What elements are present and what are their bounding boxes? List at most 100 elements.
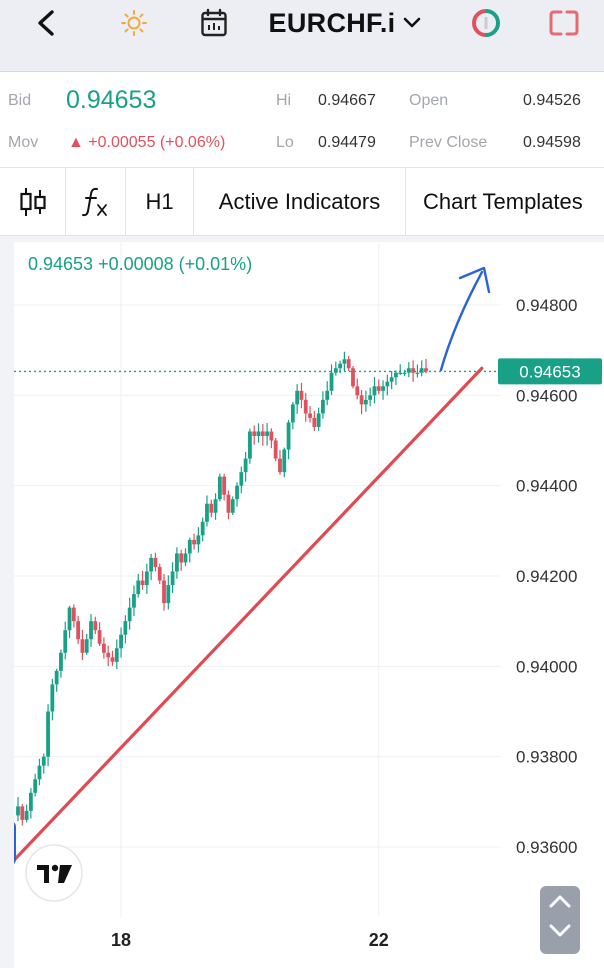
candle	[368, 387, 373, 407]
candle	[372, 377, 377, 404]
indicators-button[interactable]	[66, 168, 126, 236]
candle	[114, 639, 119, 669]
bid-value: 0.94653	[66, 86, 157, 114]
candle	[312, 410, 317, 432]
y-tick-label: 0.94000	[516, 657, 577, 676]
bid-label: Bid	[8, 92, 32, 109]
layout-toggle-button[interactable]	[544, 0, 584, 46]
candle	[351, 366, 355, 389]
y-tick-label: 0.94600	[516, 386, 577, 405]
candle	[295, 384, 300, 414]
calendar-icon	[201, 8, 227, 37]
candle	[187, 537, 192, 563]
chart-templates-label: Chart Templates	[423, 189, 583, 214]
candle	[110, 650, 115, 666]
candle	[385, 374, 390, 396]
y-tick-label: 0.93600	[516, 838, 577, 857]
candle	[252, 425, 257, 445]
broker-logo-button[interactable]	[466, 0, 506, 46]
candle	[406, 362, 411, 378]
active-indicators-label: Active Indicators	[218, 189, 381, 214]
drawn-arrow-head	[458, 266, 491, 294]
mov-label: Mov	[8, 134, 39, 151]
y-tick-label: 0.93800	[516, 748, 577, 767]
candle	[235, 482, 239, 507]
trendline[interactable]	[12, 366, 484, 863]
candle	[355, 378, 360, 400]
candle	[54, 668, 59, 692]
back-button[interactable]	[28, 0, 64, 46]
open-label: Open	[409, 92, 449, 109]
lo-value: 0.94479	[318, 134, 376, 151]
candle	[316, 407, 321, 431]
candle	[265, 422, 269, 446]
hi-value: 0.94667	[318, 92, 376, 109]
candle	[67, 605, 72, 639]
candle	[226, 490, 231, 520]
candlestick-chart[interactable]: 0.94653 0.94653 +0.00008 (+0.01%) 0.94800…	[0, 242, 604, 968]
candle	[256, 423, 261, 443]
candle	[123, 615, 128, 644]
candle	[175, 547, 179, 579]
candle	[76, 615, 81, 645]
tradingview-logo-icon[interactable]	[25, 844, 83, 902]
candle	[243, 451, 248, 482]
candle	[282, 447, 287, 478]
scale-toggle-button[interactable]	[540, 886, 580, 954]
chevron-down-icon	[404, 17, 421, 28]
quote-panel: Bid 0.94653 Hi 0.94667 Open 0.94526 Mov …	[0, 72, 604, 168]
function-fx-icon	[81, 187, 107, 217]
candle	[333, 361, 338, 376]
prev-close-value: 0.94598	[523, 134, 581, 151]
lo-label: Lo	[276, 134, 294, 151]
chart-area: 0.94653 0.94653 +0.00008 (+0.01%) 0.94800…	[0, 236, 604, 968]
candle	[248, 428, 252, 464]
theme-toggle-button[interactable]	[116, 0, 152, 46]
candle	[205, 495, 209, 527]
current-price-tag-label: 0.94653	[519, 362, 580, 381]
candle	[286, 419, 291, 460]
candle	[50, 678, 55, 721]
candle	[329, 364, 334, 396]
candle	[217, 473, 222, 502]
symbol-selector[interactable]: EURCHF.i	[260, 0, 430, 46]
candle	[166, 575, 171, 610]
chart-type-button[interactable]	[0, 168, 66, 236]
candle	[144, 563, 149, 594]
chart-header-quote: 0.94653 +0.00008 (+0.01%)	[28, 254, 252, 274]
candle	[308, 406, 312, 423]
candle	[149, 553, 154, 581]
side-drawer-tab[interactable]	[0, 820, 16, 866]
candle	[157, 563, 162, 585]
candle	[290, 401, 295, 430]
timeframe-button[interactable]: H1	[126, 168, 194, 236]
economic-calendar-button[interactable]	[196, 0, 232, 46]
chart-canvas[interactable]: 0.94653 0.94653 +0.00008 (+0.01%) 0.94800…	[0, 242, 604, 968]
active-indicators-button[interactable]: Active Indicators	[194, 168, 406, 236]
candle	[419, 360, 424, 377]
x-tick-label: 18	[111, 930, 131, 950]
candle	[359, 390, 364, 415]
candle	[196, 527, 201, 553]
candle	[381, 380, 385, 400]
candle	[132, 585, 136, 617]
candle	[394, 370, 398, 386]
candle	[239, 466, 244, 494]
candle	[127, 597, 132, 630]
candle	[179, 549, 184, 571]
candle	[46, 704, 50, 767]
drawn-arrow[interactable]	[439, 270, 484, 372]
candle	[80, 629, 85, 660]
candle	[33, 773, 38, 797]
mov-value: ▲ +0.00055 (+0.06%)	[68, 134, 226, 151]
chart-templates-button[interactable]: Chart Templates	[406, 168, 604, 236]
candle	[84, 633, 89, 655]
candle	[16, 797, 20, 822]
candle	[346, 355, 351, 371]
candle	[153, 552, 158, 572]
candle	[230, 496, 235, 515]
chart-toolbar: H1 Active Indicators Chart Templates	[0, 168, 604, 236]
candle	[303, 393, 308, 422]
chevron-left-icon	[38, 10, 54, 36]
candle	[424, 358, 428, 374]
